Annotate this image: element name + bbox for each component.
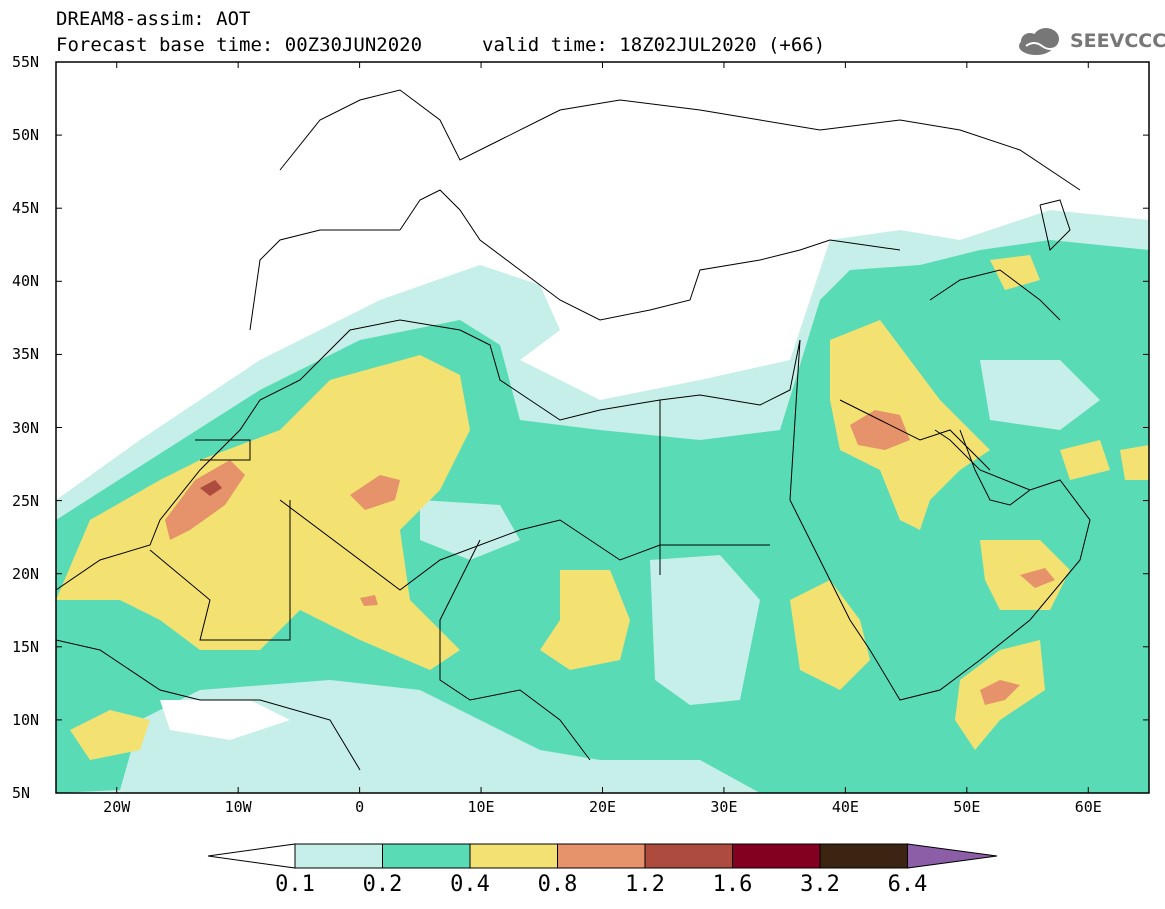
colorbar-label: 0.2: [362, 872, 403, 897]
lon-label: 20E: [588, 798, 617, 816]
aot-field: [56, 62, 1149, 793]
lon-label: 60E: [1074, 798, 1102, 816]
lat-label: 40N: [12, 272, 40, 291]
colorbar-label: 0.1: [275, 872, 315, 897]
forecast-base-time: Forecast base time: 00Z30JUN2020: [56, 34, 423, 56]
logo-text: SEEVCCC: [1070, 30, 1165, 52]
cloud-logo-icon: [1019, 28, 1059, 55]
coastlines: [56, 89, 1091, 771]
lat-label: 35N: [12, 345, 40, 364]
colorbar-label: 1.2: [625, 872, 665, 897]
lat-label: 30N: [12, 418, 40, 437]
lat-label: 15N: [12, 637, 40, 656]
valid-time: valid time: 18Z02JUL2020 (+66): [482, 34, 826, 56]
lon-label: 30E: [710, 798, 738, 816]
lon-label: 10W: [224, 798, 252, 816]
colorbar-label: 6.4: [887, 872, 928, 897]
lon-label: 0: [355, 798, 365, 816]
lon-label: 50E: [953, 798, 981, 816]
lat-label: 45N: [12, 199, 40, 218]
map-title: DREAM8-assim: AOT: [56, 8, 251, 30]
lat-label: 50N: [12, 126, 40, 145]
lat-label: 25N: [12, 491, 40, 510]
axis-ticks: [56, 61, 1149, 794]
colorbar-label: 3.2: [800, 872, 840, 897]
colorbar-label: 0.4: [450, 872, 490, 897]
lat-label: 20N: [12, 564, 40, 583]
lat-label: 10N: [12, 710, 40, 729]
colorbar-label: 0.8: [537, 872, 578, 897]
lat-label: 5N: [12, 784, 31, 802]
lon-label: 40E: [831, 798, 859, 816]
lon-label: 10E: [467, 798, 495, 816]
lon-label: 20W: [103, 798, 131, 816]
colorbar-label: 1.6: [712, 872, 753, 897]
lat-label: 55N: [12, 53, 40, 71]
